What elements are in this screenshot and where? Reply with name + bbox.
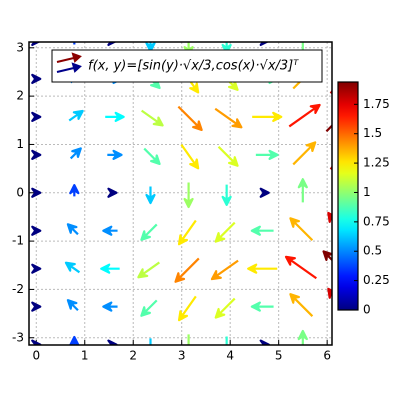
- arrow: [297, 329, 308, 345]
- arrow: [177, 105, 203, 132]
- arrow: [137, 261, 160, 279]
- arrow: [292, 141, 317, 166]
- colorbar-tick-label: 0: [363, 303, 371, 317]
- arrow: [259, 42, 270, 47]
- colorbar: 0 0.25 0.5 0.75 1 1.25 1.5 1.75: [337, 81, 390, 317]
- arrow: [259, 187, 270, 198]
- arrow: [31, 187, 42, 198]
- arrow: [325, 124, 332, 133]
- legend-icon: [56, 62, 82, 73]
- colorbar-tick-label: 0.5: [363, 244, 382, 258]
- arrows: [31, 22, 345, 359]
- arrow: [66, 299, 79, 312]
- arrow: [31, 225, 42, 236]
- colorbar-tick-label: 0.75: [363, 214, 390, 228]
- x-tick-label: 5: [275, 349, 283, 363]
- legend: f(x, y)=[sin(y)·√x/3,cos(x)·√x/3]ᵀ: [51, 49, 323, 83]
- arrow: [214, 107, 243, 129]
- x-tick-label: 1: [81, 349, 89, 363]
- colorbar-tick-label: 1.5: [363, 126, 382, 140]
- arrow: [327, 211, 332, 223]
- arrow: [100, 263, 120, 274]
- arrow: [289, 293, 314, 317]
- arrow: [301, 42, 304, 51]
- plot-frame: [28, 41, 333, 346]
- arrow: [68, 109, 84, 122]
- arrow: [183, 182, 194, 209]
- y-tick-label: 2: [16, 89, 24, 103]
- arrow: [145, 186, 156, 205]
- grid: [29, 42, 332, 345]
- arrow: [210, 259, 239, 281]
- arrow: [284, 255, 317, 280]
- y-tick-label: 1: [16, 137, 24, 151]
- arrow: [177, 219, 197, 246]
- arrow: [31, 301, 42, 312]
- arrow: [288, 103, 321, 128]
- arrow: [177, 295, 197, 322]
- arrow: [140, 299, 158, 317]
- arrow: [174, 257, 200, 283]
- arrow: [337, 326, 345, 359]
- y-tick-label: -1: [12, 234, 24, 248]
- arrow: [327, 287, 332, 299]
- arrow: [107, 187, 118, 198]
- arrow: [66, 223, 79, 236]
- arrow: [31, 42, 41, 47]
- arrow: [140, 109, 164, 127]
- arrow: [69, 147, 82, 160]
- arrow: [69, 184, 80, 197]
- arrow: [214, 297, 236, 319]
- arrow: [322, 250, 332, 262]
- arrow: [149, 338, 152, 345]
- arrow: [252, 111, 283, 122]
- colorbar-fill: [337, 81, 359, 311]
- arrow: [102, 301, 118, 312]
- y-tick-label: 3: [16, 40, 24, 54]
- arrow: [31, 111, 42, 122]
- arrow: [255, 149, 279, 160]
- arrow: [143, 147, 161, 166]
- colorbar-tick-label: 1.75: [363, 97, 390, 111]
- arrow: [337, 22, 345, 55]
- colorbar-tick-label: 1: [363, 185, 371, 199]
- arrow: [31, 73, 42, 85]
- x-tick-label: 3: [178, 349, 186, 363]
- legend-icon: [56, 52, 82, 63]
- x-tick-label: 0: [32, 349, 40, 363]
- arrow: [180, 143, 200, 170]
- y-tick-label: 0: [16, 185, 24, 199]
- arrow: [221, 184, 232, 206]
- legend-box: [51, 49, 323, 83]
- arrow: [297, 178, 308, 203]
- arrow: [107, 42, 117, 47]
- arrow: [69, 335, 80, 345]
- arrow: [247, 263, 278, 274]
- arrow: [250, 301, 274, 312]
- x-tick-label: 4: [226, 349, 234, 363]
- arrow: [102, 225, 118, 236]
- arrow: [64, 261, 81, 274]
- arrow: [289, 217, 314, 242]
- arrow: [217, 145, 239, 167]
- arrow: [107, 149, 123, 160]
- arrow: [31, 149, 42, 160]
- arrow: [140, 223, 158, 241]
- arrow: [105, 111, 125, 122]
- x-tick-label: 2: [129, 349, 137, 363]
- y-tick-label: -3: [12, 330, 24, 344]
- legend-label: f(x, y)=[sin(y)·√x/3,cos(x)·√x/3]ᵀ: [88, 59, 299, 74]
- x-tick-label: 6: [323, 349, 331, 363]
- arrow: [145, 42, 156, 53]
- arrow: [250, 225, 274, 236]
- arrow: [31, 263, 42, 274]
- colorbar-tick-label: 0.25: [363, 273, 390, 287]
- arrow: [69, 42, 80, 45]
- y-tick-label: -2: [12, 282, 24, 296]
- arrow: [214, 221, 236, 243]
- colorbar-tick-label: 1.25: [363, 156, 390, 170]
